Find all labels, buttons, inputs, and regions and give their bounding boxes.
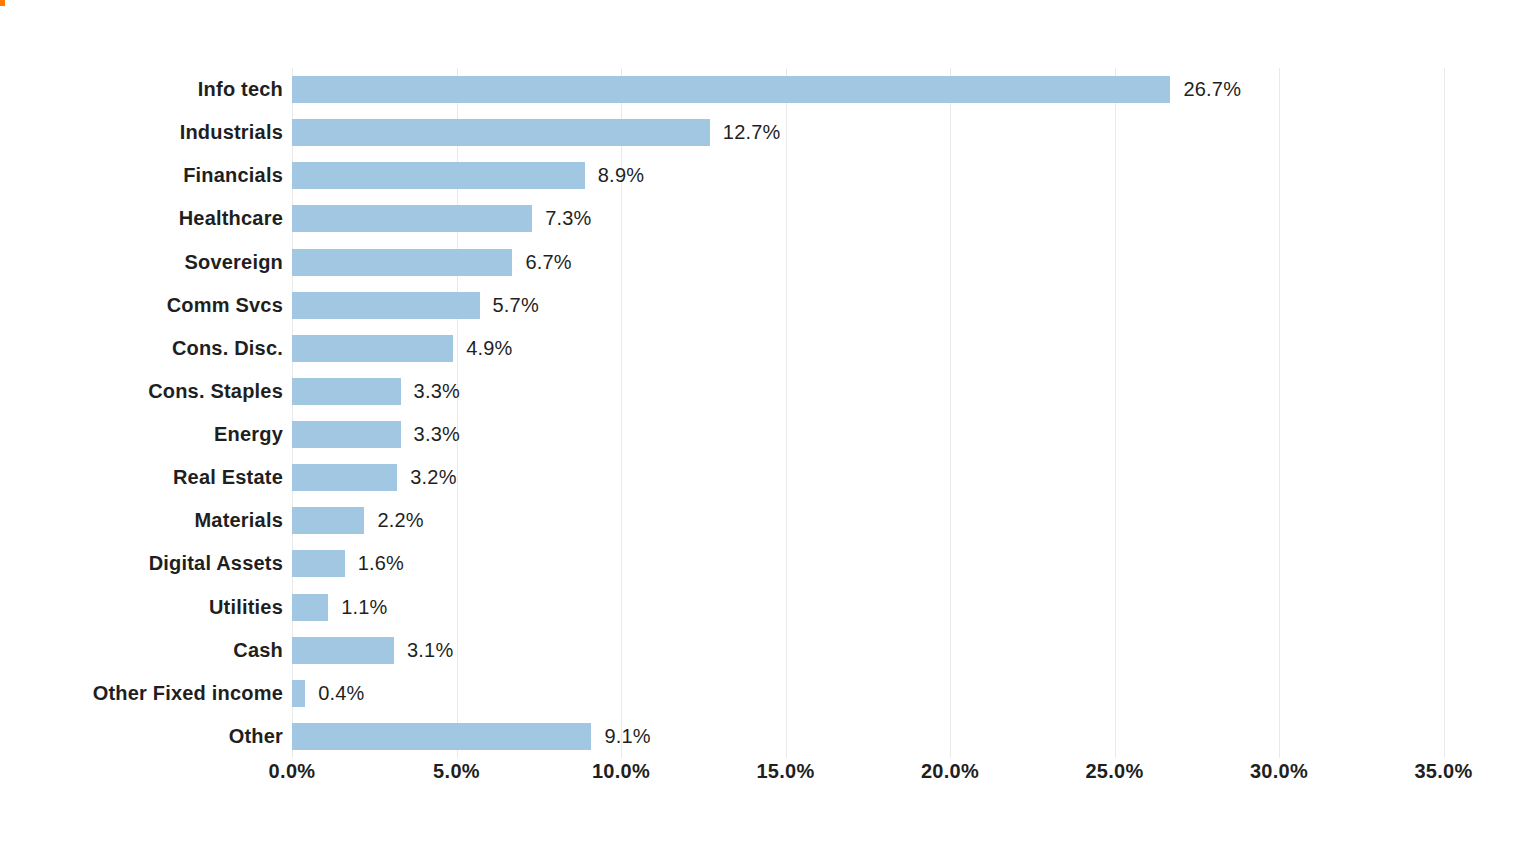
bar [292,378,401,405]
bar [292,76,1170,103]
bar-row: Cons. Disc. 4.9% [0,327,1536,370]
bar [292,637,394,664]
category-label: Healthcare [0,197,283,240]
x-tick-label: 10.0% [592,760,650,783]
bar-row: Comm Svcs 5.7% [0,284,1536,327]
sector-allocation-bar-chart: Info tech 26.7% Industrials 12.7% Financ… [0,0,1536,864]
bar [292,680,305,707]
x-tick-label: 0.0% [269,760,316,783]
value-label: 3.3% [414,413,460,456]
value-label: 0.4% [318,672,364,715]
value-label: 26.7% [1183,68,1241,111]
value-label: 1.1% [341,586,387,629]
value-label: 4.9% [466,327,512,370]
category-label: Cons. Disc. [0,327,283,370]
category-label: Other Fixed income [0,672,283,715]
bar [292,162,585,189]
bar-row: Financials 8.9% [0,154,1536,197]
category-label: Materials [0,499,283,542]
bar-row: Materials 2.2% [0,499,1536,542]
x-tick-label: 35.0% [1414,760,1472,783]
bar-row: Energy 3.3% [0,413,1536,456]
bar-row: Info tech 26.7% [0,68,1536,111]
bar-row: Industrials 12.7% [0,111,1536,154]
category-label: Sovereign [0,241,283,284]
value-label: 12.7% [723,111,781,154]
bar-row: Other Fixed income 0.4% [0,672,1536,715]
bar [292,421,401,448]
category-label: Comm Svcs [0,284,283,327]
bar [292,507,364,534]
bar [292,464,397,491]
value-label: 3.1% [407,629,453,672]
x-tick-label: 25.0% [1085,760,1143,783]
bar [292,119,710,146]
value-label: 9.1% [604,715,650,758]
x-tick-label: 5.0% [433,760,480,783]
value-label: 6.7% [525,241,571,284]
bar [292,292,480,319]
category-label: Real Estate [0,456,283,499]
bar-row: Healthcare 7.3% [0,197,1536,240]
chart-canvas: Info tech 26.7% Industrials 12.7% Financ… [0,0,1536,864]
value-label: 3.2% [410,456,456,499]
category-label: Digital Assets [0,542,283,585]
category-label: Cons. Staples [0,370,283,413]
category-label: Other [0,715,283,758]
value-label: 7.3% [545,197,591,240]
value-label: 5.7% [493,284,539,327]
category-label: Financials [0,154,283,197]
bar [292,249,512,276]
value-label: 1.6% [358,542,404,585]
bar-row: Other 9.1% [0,715,1536,758]
bar [292,723,591,750]
category-label: Info tech [0,68,283,111]
x-tick-label: 15.0% [756,760,814,783]
bar-row: Utilities 1.1% [0,586,1536,629]
bar [292,550,345,577]
category-label: Energy [0,413,283,456]
bar [292,335,453,362]
bar [292,594,328,621]
bar-row: Cons. Staples 3.3% [0,370,1536,413]
category-label: Cash [0,629,283,672]
x-tick-label: 20.0% [921,760,979,783]
bar [292,205,532,232]
bar-row: Sovereign 6.7% [0,241,1536,284]
value-label: 2.2% [377,499,423,542]
bar-row: Digital Assets 1.6% [0,542,1536,585]
category-label: Utilities [0,586,283,629]
x-tick-label: 30.0% [1250,760,1308,783]
category-label: Industrials [0,111,283,154]
value-label: 3.3% [414,370,460,413]
bar-row: Cash 3.1% [0,629,1536,672]
bar-row: Real Estate 3.2% [0,456,1536,499]
value-label: 8.9% [598,154,644,197]
